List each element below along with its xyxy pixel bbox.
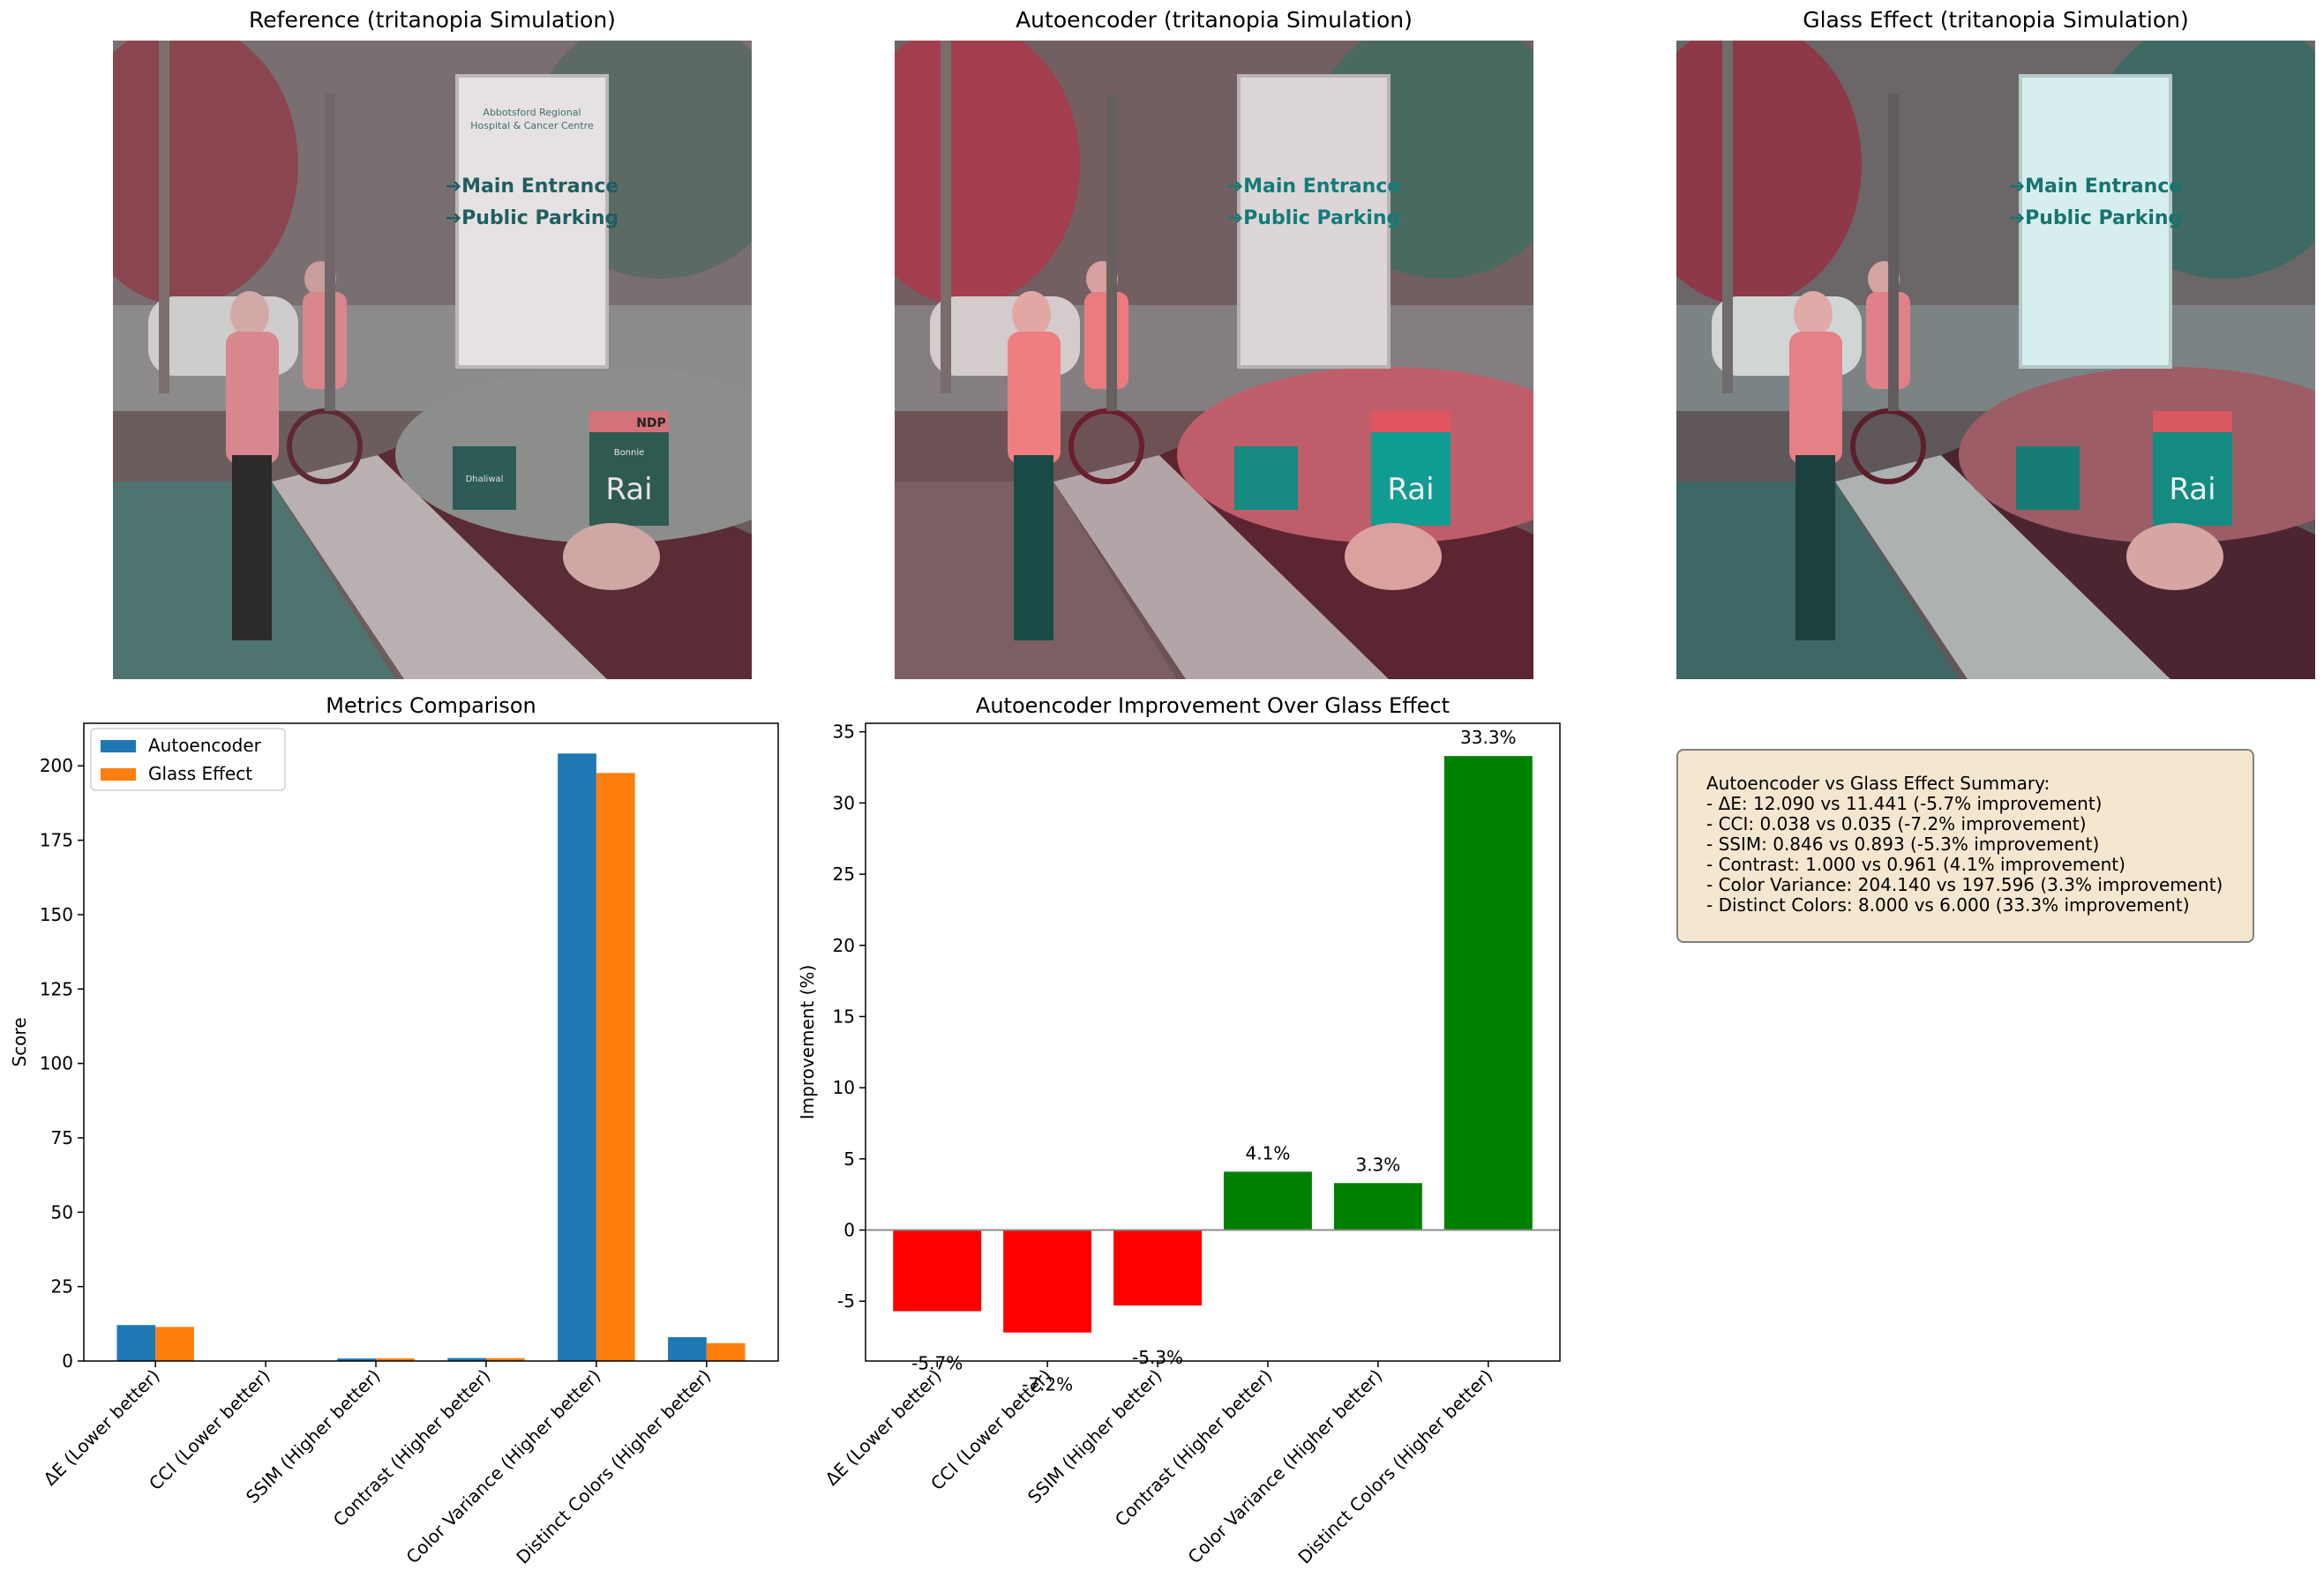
plot-frame (83, 722, 779, 1362)
metrics-comparison-chart: Metrics Comparison 0 25 50 75 100 125 150 175 200… (9, 693, 779, 1568)
summary-line: - CCI: 0.038 vs 0.035 (-7.2% improvement… (1706, 813, 2087, 834)
y-tick-label: -5 (837, 1290, 855, 1312)
y-tick-label: 100 (40, 1053, 73, 1074)
improvement-bar (1443, 756, 1533, 1230)
bar-glass-effect (596, 773, 635, 1361)
sign-line1: Abbotsford Regional (483, 107, 581, 118)
x-tick-label: ΔE (Lower better) (39, 1365, 163, 1490)
y-tick-label: 0 (62, 1350, 73, 1372)
legend-frame (90, 728, 286, 791)
legend-swatch (101, 768, 136, 781)
y-tick-label: 15 (833, 1006, 855, 1027)
x-tick-label: Distinct Colors (Higher better) (512, 1365, 715, 1568)
data-label: 33.3% (1460, 727, 1517, 748)
ge-election-sign: Rai (2169, 472, 2215, 507)
y-tick-label: 5 (843, 1148, 855, 1170)
improvement-bar (1223, 1171, 1312, 1230)
summary-title: Autoencoder vs Glass Effect Summary: (1706, 773, 2050, 794)
data-label: 4.1% (1246, 1142, 1291, 1163)
election-sign: Rai (605, 472, 652, 507)
y-tick-label: 150 (40, 904, 73, 925)
x-tick-label: CCI (Lower better) (926, 1365, 1056, 1495)
sign-line2: Hospital & Cancer Centre (470, 120, 594, 131)
legend-label: Autoencoder (148, 735, 262, 756)
bar-glass-effect (376, 1357, 415, 1361)
y-tick-label: 10 (833, 1077, 855, 1098)
y-tick-label: 175 (40, 830, 73, 851)
x-tick-label: ΔE (Lower better) (821, 1365, 945, 1490)
y-tick-label: 75 (51, 1127, 73, 1148)
glass-panel-title: Glass Effect (tritanopia Simulation) (1803, 7, 2189, 33)
legend-swatch (101, 740, 136, 752)
y-tick-label: 25 (51, 1276, 73, 1298)
bar-autoencoder (116, 1325, 156, 1361)
bar-autoencoder (447, 1357, 486, 1361)
y-tick-label: 25 (833, 864, 855, 885)
ae-sign-main-entrance: ➔Main Entrance (1227, 176, 1401, 198)
y-axis-label: Score (9, 1017, 30, 1066)
improvement-bar (1333, 1183, 1422, 1230)
glass-effect-scene: ➔Main Entrance ➔Public Parking Rai (1676, 41, 2315, 679)
bar-glass-effect (155, 1327, 194, 1361)
plot-frame (865, 722, 1561, 1362)
legend-label: Glass Effect (148, 763, 252, 784)
summary-line: - Color Variance: 204.140 vs 197.596 (3.… (1706, 874, 2223, 895)
x-tick-label: Color Variance (Higher better) (1184, 1365, 1387, 1568)
bar-autoencoder (558, 753, 596, 1361)
bar-autoencoder (337, 1358, 377, 1361)
data-label: -7.2% (1022, 1374, 1073, 1395)
ge-sign-public-parking: ➔Public Parking (2009, 207, 2183, 229)
autoencoder-scene: ➔Main Entrance ➔Public Parking Rai (895, 41, 1533, 679)
improvement-chart: Autoencoder Improvement Over Glass Effec… (797, 693, 1561, 1568)
sign-public-parking: ➔Public Parking (446, 207, 619, 229)
autoencoder-image: ➔Main Entrance ➔Public Parking Rai (895, 41, 1533, 679)
sign-main-entrance: ➔Main Entrance (446, 176, 619, 198)
ae-sign-public-parking: ➔Public Parking (1227, 207, 1401, 229)
y-tick-label: 125 (40, 978, 73, 999)
reference-scene: Abbotsford Regional Hospital & Cancer Ce… (113, 41, 752, 679)
summary-line: - SSIM: 0.846 vs 0.893 (-5.3% improvemen… (1706, 834, 2100, 855)
y-tick-label: 0 (843, 1220, 855, 1241)
y-tick-label: 50 (51, 1201, 73, 1223)
x-tick-label: Color Variance (Higher better) (402, 1365, 605, 1568)
bar-glass-effect (485, 1357, 525, 1361)
summary-box (1676, 749, 2254, 943)
y-tick-label: 35 (833, 722, 855, 743)
legend: Autoencoder Glass Effect (90, 728, 286, 791)
glass-effect-image: ➔Main Entrance ➔Public Parking Rai (1676, 41, 2315, 679)
y-tick-label: 200 (40, 755, 73, 776)
chart-title: Autoencoder Improvement Over Glass Effec… (976, 693, 1450, 718)
bar-autoencoder (668, 1337, 707, 1361)
improvement-bar (1113, 1230, 1203, 1306)
y-tick-label: 20 (833, 935, 855, 956)
small-sign: Dhaliwal (466, 475, 504, 484)
summary-line: - Contrast: 1.000 vs 0.961 (4.1% improve… (1706, 854, 2125, 875)
improvement-bar (893, 1230, 982, 1312)
y-axis-label: Improvement (%) (797, 965, 818, 1120)
summary-line: - ΔE: 12.090 vs 11.441 (-5.7% improvemen… (1706, 793, 2103, 814)
reference-panel-title: Reference (tritanopia Simulation) (249, 7, 616, 33)
election-name: Bonnie (614, 448, 645, 458)
bar-glass-effect (706, 1342, 746, 1361)
data-label: 3.3% (1355, 1154, 1400, 1175)
y-tick-label: 30 (833, 792, 855, 813)
improvement-bar (1003, 1230, 1092, 1333)
ae-election-sign: Rai (1387, 472, 1434, 507)
summary-line: - Distinct Colors: 8.000 vs 6.000 (33.3%… (1706, 894, 2190, 916)
autoencoder-panel-title: Autoencoder (tritanopia Simulation) (1016, 7, 1413, 33)
chart-title: Metrics Comparison (326, 693, 536, 718)
election-party: NDP (636, 416, 666, 430)
ge-sign-main-entrance: ➔Main Entrance (2009, 176, 2183, 198)
reference-image: Abbotsford Regional Hospital & Cancer Ce… (113, 41, 752, 679)
x-tick-label: Distinct Colors (Higher better) (1293, 1365, 1496, 1568)
x-tick-label: CCI (Lower better) (145, 1365, 274, 1495)
